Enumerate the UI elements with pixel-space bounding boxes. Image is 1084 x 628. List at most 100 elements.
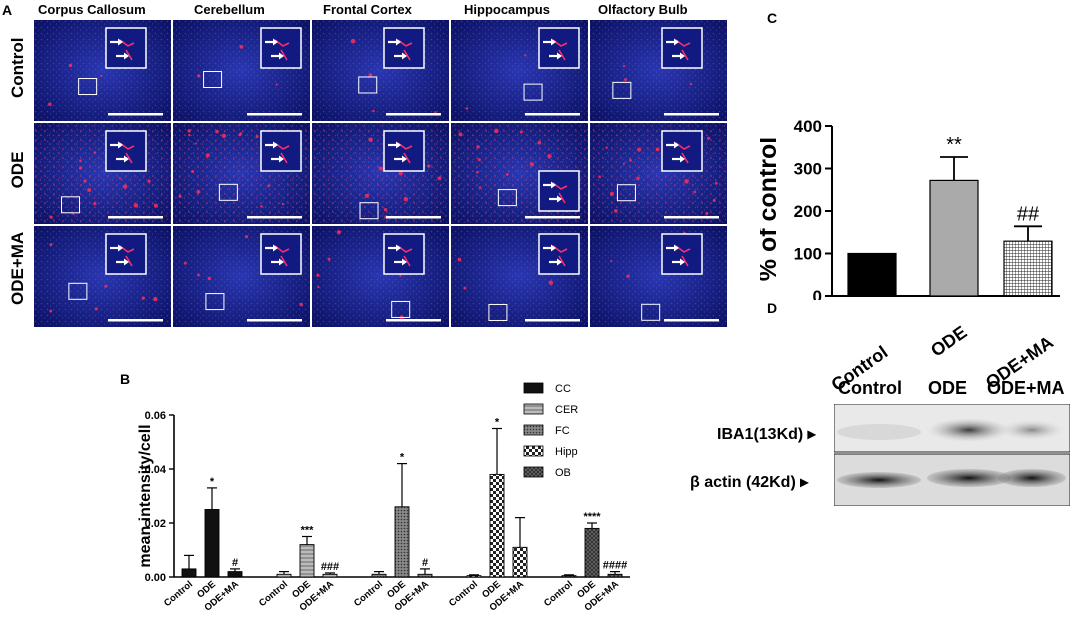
- chart-b-bar: [227, 571, 243, 578]
- region-label-hippocampus: Hippocampus: [464, 2, 550, 17]
- chart-c-annotation: ##: [1017, 203, 1040, 225]
- arrowhead-icon: [118, 244, 123, 252]
- chart-b-annotation: #: [232, 557, 238, 569]
- microglia-cell: [626, 274, 630, 278]
- blot-col-control: Control: [838, 378, 902, 398]
- scale-bar: [108, 113, 163, 116]
- arrowhead-icon: [118, 38, 123, 46]
- microglia-cell: [317, 286, 320, 289]
- roi-box: [612, 81, 632, 99]
- arrowhead-icon: [279, 258, 284, 266]
- arrowhead-icon: [551, 38, 556, 46]
- microglia-cell: [547, 154, 552, 159]
- microglia-cell: [183, 261, 187, 265]
- inset-box: [383, 233, 425, 275]
- arrowhead-icon: [557, 52, 562, 60]
- chart-b-legend-swatch: [523, 424, 544, 436]
- arrowhead-icon: [396, 244, 401, 252]
- microglia-cell: [707, 136, 711, 140]
- scale-bar: [525, 216, 580, 219]
- nuclei-stain: [312, 226, 449, 327]
- microglia-cell: [104, 284, 108, 288]
- chart-c-xtick-ode: ODE: [927, 321, 971, 361]
- microglia-cell: [477, 158, 481, 162]
- region-label-corpus-callosum: Corpus Callosum: [38, 2, 146, 17]
- microglia-cell: [133, 203, 139, 208]
- roi-box: [488, 303, 508, 321]
- micrograph-tile: [173, 123, 310, 224]
- microglia-cell: [196, 190, 201, 194]
- microglia-cell: [83, 179, 87, 183]
- iba1-stain: [34, 123, 171, 224]
- microglia-cell: [463, 286, 467, 290]
- arrowhead-icon: [680, 258, 685, 266]
- scale-bar: [386, 113, 441, 116]
- microglia-cell: [260, 205, 263, 208]
- arrowhead-icon: [674, 38, 679, 46]
- microglia-cell: [399, 274, 402, 277]
- arrowhead-icon: [674, 244, 679, 252]
- inset-box: [383, 27, 425, 69]
- microglia-cell: [191, 170, 195, 174]
- microglia-cell: [207, 276, 212, 281]
- blot-row-iba1: IBA1(13Kd) ▸: [717, 426, 816, 443]
- microglia-cell: [336, 230, 341, 235]
- micrograph-tile: [451, 226, 588, 327]
- chart-b-legend-swatch: [523, 403, 544, 415]
- inset-box: [260, 27, 302, 69]
- microglia-cell: [712, 198, 716, 202]
- arrowhead-icon: [680, 52, 685, 60]
- chart-b-bar: [204, 509, 220, 578]
- microglia-cell: [49, 243, 53, 247]
- micrograph-tile: [173, 226, 310, 327]
- blot-band-iba1-ode: [927, 418, 1011, 442]
- chart-c-ytick-label: 200: [794, 202, 822, 221]
- inset-box: [661, 27, 703, 69]
- roi-box: [616, 184, 636, 202]
- arrowhead-icon: [680, 155, 685, 163]
- chart-b-ytick-label: 0.00: [145, 572, 166, 584]
- microglia-cell: [529, 162, 534, 167]
- microglia-cell: [457, 257, 462, 262]
- chart-c: 0 100 200 300 400 % of control ** ##: [760, 117, 1060, 300]
- roi-box: [497, 189, 517, 207]
- roi-box: [203, 71, 223, 89]
- chart-b-ytick-label: 0.04: [145, 464, 167, 476]
- microglia-cell: [689, 82, 693, 86]
- iba1-stain: [312, 123, 449, 224]
- chart-b-ytick-label: 0.02: [145, 518, 166, 530]
- arrowhead-icon: [402, 258, 407, 266]
- microglia-cell: [267, 184, 270, 188]
- microglia-cell: [437, 176, 442, 181]
- microglia-cell: [48, 102, 52, 106]
- microglia-cell: [122, 184, 128, 189]
- microglia-cell: [100, 74, 103, 78]
- roi-box: [205, 293, 225, 311]
- microglia-cell: [372, 109, 375, 113]
- micrograph-tile: [34, 123, 171, 224]
- microglia-cell: [548, 280, 554, 285]
- microglia-cell: [350, 38, 356, 44]
- microglia-cell: [598, 175, 601, 179]
- nuclei-stain: [34, 20, 171, 121]
- microglia-cell: [434, 111, 437, 114]
- inset-box: [105, 130, 147, 172]
- chart-c-ytick-label: 300: [794, 160, 822, 179]
- inset-box: [260, 233, 302, 275]
- microglia-cell: [94, 307, 98, 311]
- blot-band-iba1-ode-ma: [1000, 420, 1064, 440]
- chart-b-annotation: ****: [583, 511, 601, 523]
- arrowhead-icon: [273, 38, 278, 46]
- micrograph-tile: [173, 20, 310, 121]
- microglia-cell: [68, 63, 73, 68]
- chart-b-bar: [371, 573, 387, 578]
- chart-b-legend-label: OB: [555, 467, 571, 479]
- inset-box: [661, 130, 703, 172]
- chart-c-ytick-label: 100: [794, 245, 822, 264]
- chart-b-annotation: *: [210, 476, 215, 488]
- chart-b-annotation: ***: [301, 525, 315, 537]
- arrowhead-icon: [124, 155, 129, 163]
- blot-band-actin-ode-ma: [998, 469, 1066, 487]
- scale-bar: [108, 216, 163, 219]
- chart-b: 0.00 0.02 0.04 0.06 mean intensity/cell Cont…: [137, 382, 630, 614]
